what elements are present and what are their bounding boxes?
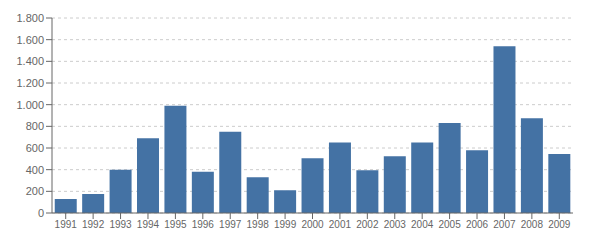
svg-text:1993: 1993 (109, 219, 132, 230)
svg-text:1998: 1998 (247, 219, 270, 230)
svg-text:1996: 1996 (192, 219, 215, 230)
svg-text:2001: 2001 (329, 219, 352, 230)
svg-text:1997: 1997 (219, 219, 242, 230)
svg-text:2002: 2002 (356, 219, 379, 230)
svg-text:2009: 2009 (548, 219, 571, 230)
svg-text:600: 600 (26, 142, 44, 154)
svg-text:0: 0 (38, 207, 44, 219)
svg-text:1994: 1994 (137, 219, 160, 230)
svg-text:2004: 2004 (411, 219, 434, 230)
svg-text:2005: 2005 (438, 219, 461, 230)
svg-text:400: 400 (26, 164, 44, 176)
svg-text:1.000: 1.000 (16, 99, 44, 111)
svg-text:1995: 1995 (164, 219, 187, 230)
svg-text:2008: 2008 (521, 219, 544, 230)
svg-text:2000: 2000 (301, 219, 324, 230)
svg-text:2003: 2003 (384, 219, 407, 230)
svg-text:1.200: 1.200 (16, 77, 44, 89)
svg-text:2007: 2007 (493, 219, 516, 230)
svg-text:800: 800 (26, 120, 44, 132)
svg-text:1.400: 1.400 (16, 55, 44, 67)
svg-text:1.800: 1.800 (16, 12, 44, 24)
svg-text:1.600: 1.600 (16, 34, 44, 46)
svg-text:2006: 2006 (466, 219, 489, 230)
svg-text:1992: 1992 (82, 219, 105, 230)
svg-text:1991: 1991 (55, 219, 78, 230)
svg-text:1999: 1999 (274, 219, 297, 230)
svg-text:200: 200 (26, 185, 44, 197)
